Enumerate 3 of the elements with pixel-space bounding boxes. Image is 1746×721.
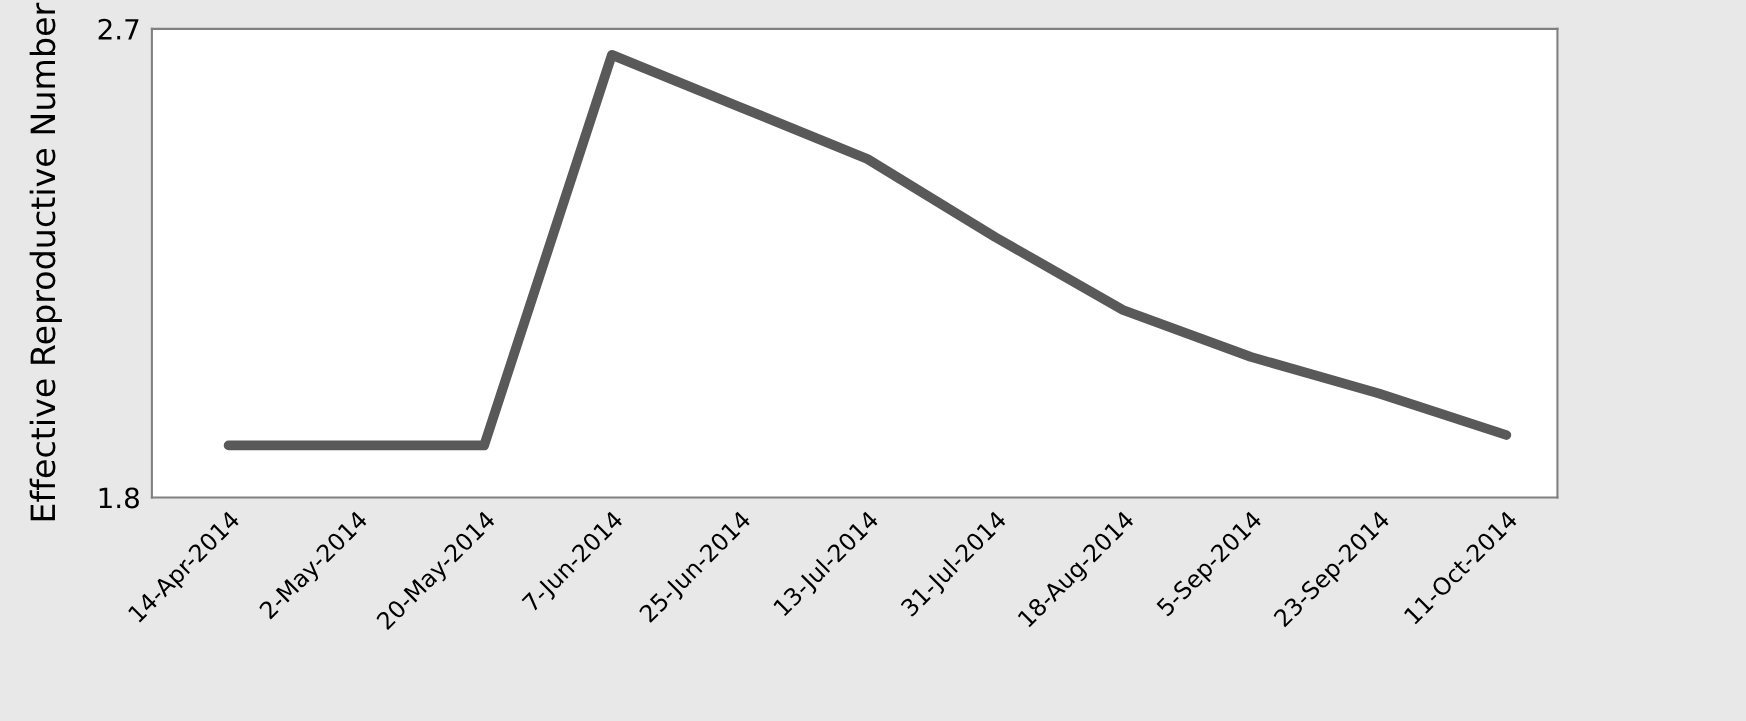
y-axis-title: Effective Reproductive Number bbox=[29, 2, 62, 521]
y-tick-label: 2.7 bbox=[98, 18, 139, 40]
y-tick-label: 1.8 bbox=[99, 487, 139, 509]
